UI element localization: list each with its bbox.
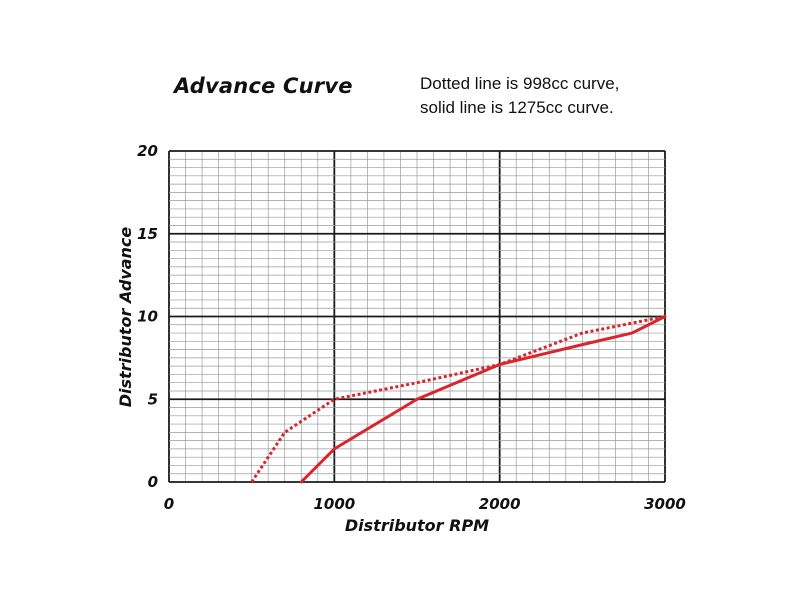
y-tick-label: 10 bbox=[137, 308, 158, 326]
y-tick-label: 15 bbox=[137, 225, 158, 243]
grid bbox=[168, 150, 666, 483]
x-tick-label: 0 bbox=[164, 495, 174, 513]
tick-labels: 0 1000 2000 3000 0 5 10 15 20 bbox=[137, 142, 686, 513]
solid-series-line bbox=[299, 315, 667, 484]
annotation-line-2: solid line is 1275cc curve. bbox=[420, 98, 614, 117]
y-tick-label: 0 bbox=[148, 473, 158, 491]
dotted-series-line bbox=[250, 315, 666, 483]
chart-title: Advance Curve bbox=[174, 74, 353, 98]
y-tick-label: 20 bbox=[137, 142, 158, 160]
x-tick-label: 3000 bbox=[644, 495, 686, 513]
y-axis-title: Distributor Advance bbox=[116, 227, 135, 408]
x-axis-title: Distributor RPM bbox=[345, 516, 489, 535]
annotation-line-1: Dotted line is 998cc curve, bbox=[420, 74, 620, 93]
x-tick-label: 1000 bbox=[313, 495, 355, 513]
y-tick-label: 5 bbox=[148, 390, 158, 408]
x-tick-label: 2000 bbox=[479, 495, 521, 513]
series-lines bbox=[250, 315, 667, 484]
